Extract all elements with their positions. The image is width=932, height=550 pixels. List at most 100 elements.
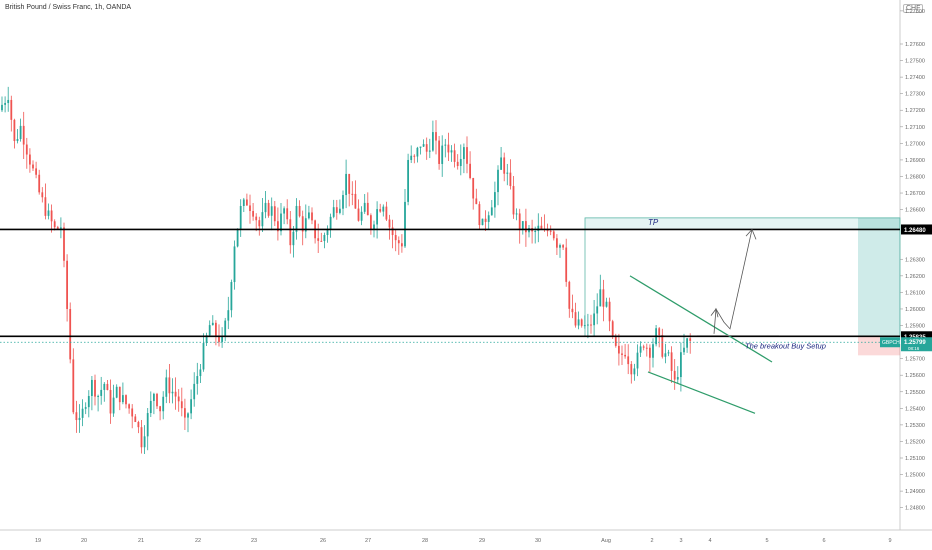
candle-body	[590, 324, 592, 326]
candle-body	[552, 231, 555, 239]
candle-body	[642, 346, 645, 348]
candle-body	[422, 144, 425, 147]
candle-body	[667, 352, 670, 354]
time-tick-label: 3	[679, 538, 682, 544]
candle-body	[239, 205, 242, 229]
candle-body	[478, 204, 481, 226]
time-tick-label: 5	[765, 538, 768, 544]
candle-body	[388, 219, 391, 228]
candle-body	[583, 325, 586, 327]
candle-body	[196, 376, 199, 384]
candle-body	[128, 404, 130, 409]
candle-body	[16, 139, 19, 142]
candle-body	[323, 234, 326, 242]
candle-body	[444, 144, 447, 146]
candle-body	[165, 377, 168, 397]
candle-body	[401, 243, 403, 247]
candle-body	[518, 213, 521, 230]
candle-body	[270, 206, 273, 216]
candle-body	[608, 301, 611, 322]
candle-body	[577, 319, 580, 326]
candle-body	[459, 159, 462, 167]
candle-body	[273, 206, 276, 222]
candle-body	[221, 336, 223, 342]
candle-body	[490, 207, 493, 216]
candle-body	[41, 192, 44, 198]
candle-body	[394, 235, 397, 241]
candle-body	[25, 144, 28, 155]
last-price-label: 1.25799	[904, 340, 926, 346]
candle-body	[242, 199, 245, 206]
candle-body	[512, 186, 515, 215]
price-axis[interactable]: 1.27800 1.27600 1.27500 1.27400 1.27300 1.272…	[880, 9, 932, 512]
candle-body	[627, 356, 630, 365]
candle-body	[190, 399, 192, 414]
profit-zone[interactable]	[858, 217, 900, 337]
wedge-lower-line[interactable]	[647, 371, 756, 414]
trade-zones: TP	[584, 217, 901, 356]
candle-body	[385, 206, 388, 220]
candle-body	[125, 395, 127, 405]
time-tick-label: 6	[822, 538, 825, 544]
candle-body	[624, 354, 626, 357]
time-tick-label: 23	[251, 538, 257, 544]
candle-body	[494, 192, 496, 208]
candle-body	[199, 369, 202, 377]
price-tick-label: 1.25400	[905, 406, 925, 412]
candle-body	[652, 344, 654, 358]
candle-body	[84, 407, 87, 409]
candle-body	[649, 347, 651, 358]
candle-body	[549, 230, 552, 232]
candle-body	[103, 383, 106, 390]
candle-body	[630, 364, 633, 375]
candle-body	[664, 353, 667, 357]
candle-body	[277, 221, 279, 232]
candle-body	[233, 246, 236, 283]
candle-body	[456, 161, 459, 167]
candle-body	[267, 202, 270, 216]
price-tick-label: 1.26700	[905, 191, 925, 197]
candle-body	[428, 150, 431, 152]
candle-body	[370, 215, 372, 230]
candle-body	[342, 195, 344, 209]
time-axis[interactable]: 19 20 21 22 23 26 27 28 29 30 Aug 2 3 4 5 6 9	[35, 538, 892, 544]
price-tick-label: 1.24900	[905, 489, 925, 495]
horizontal-levels[interactable]	[0, 228, 900, 343]
drawings[interactable]: The breakout Buy Setup	[629, 228, 826, 414]
candle-body	[521, 221, 524, 230]
candle-body	[432, 132, 434, 151]
price-tick-label: 1.25300	[905, 423, 925, 429]
price-axis-border	[0, 0, 932, 531]
candle-body	[174, 391, 177, 397]
price-tick-label: 1.25500	[905, 390, 925, 396]
candle-body	[177, 396, 180, 402]
candle-body	[345, 173, 347, 196]
candle-body	[159, 406, 161, 412]
price-tick-label: 1.27500	[905, 59, 925, 65]
candle-body	[469, 163, 471, 179]
candle-body	[373, 224, 375, 230]
currency-badge[interactable]: CHF	[903, 4, 924, 13]
projection-arrow[interactable]	[713, 229, 753, 334]
time-tick-label: 2	[650, 538, 653, 544]
candle-body	[680, 352, 682, 378]
candle-body	[686, 338, 688, 348]
price-tick-label: 1.25200	[905, 439, 925, 445]
wedge-upper-line[interactable]	[629, 275, 773, 363]
candle-body	[320, 240, 323, 242]
candle-body	[676, 377, 679, 380]
candle-body	[559, 245, 561, 248]
candle-body	[537, 225, 540, 232]
candle-body	[525, 221, 527, 233]
candle-body	[162, 396, 165, 412]
candle-body	[382, 206, 385, 212]
candle-body	[4, 103, 6, 105]
candle-body	[515, 213, 518, 215]
candle-body	[599, 289, 602, 307]
price-tick-label: 1.27600	[905, 42, 925, 48]
price-tick-label: 1.27300	[905, 92, 925, 98]
price-tick-label: 1.26900	[905, 158, 925, 164]
candle-body	[286, 208, 289, 220]
candle-body	[131, 408, 134, 417]
